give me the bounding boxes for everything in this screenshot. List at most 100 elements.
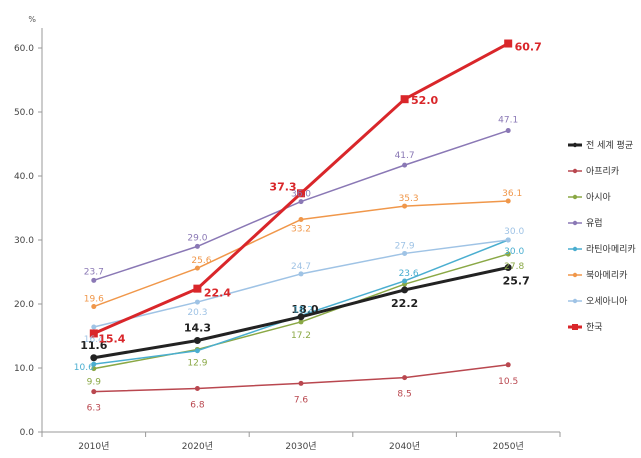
legend-label: 라틴아메리카 [586,244,636,255]
x-tick-label: 2020년 [182,441,213,452]
data-label: 52.0 [411,94,438,107]
y-unit-label: % [28,15,36,24]
data-point [401,286,409,294]
x-tick-label: 2010년 [78,441,109,452]
legend-marker [572,220,578,226]
x-tick-label: 2030년 [285,441,316,452]
series-line [93,200,509,308]
data-label: 14.3 [184,321,211,334]
data-label: 30.0 [504,227,524,237]
legend-label: 한국 [586,322,603,333]
legend-marker [572,142,578,148]
data-point [504,264,512,272]
data-label: 25.7 [503,275,530,288]
data-point [504,39,513,48]
data-point [193,336,201,344]
data-point [91,304,97,310]
data-point [297,313,305,321]
data-label: 47.1 [498,116,518,126]
legend-label: 오세아니아 [586,296,628,307]
data-label: 19.6 [84,295,104,305]
data-label: 36.1 [502,189,522,199]
data-point [91,366,97,372]
data-point [400,95,409,104]
y-tick-label: 20.0 [14,300,34,310]
data-label: 6.3 [87,404,101,414]
legend-marker [572,246,578,252]
data-label: 24.7 [291,262,311,272]
data-point [402,375,408,381]
axis-layer: % 0.0 10.0 20.0 30.0 40.0 50.0 60.0 2010년 2020년 20… [14,15,561,452]
data-label: 11.6 [80,339,107,352]
data-label: 12.9 [187,358,207,368]
data-point [505,362,511,368]
data-point [298,319,304,325]
data-label: 29.0 [187,233,207,243]
data-point [91,389,97,395]
data-label: 27.8 [504,262,524,272]
data-label: 35.3 [399,194,419,204]
data-label: 23.7 [84,267,104,277]
data-label: 37.3 [269,180,296,193]
data-point [402,278,408,284]
data-label: 41.7 [395,151,415,161]
series-layer [89,39,513,395]
data-label: 36.0 [291,190,311,200]
data-point [91,361,97,367]
legend-marker [572,298,578,304]
y-tick-label: 30.0 [14,236,34,246]
data-label: 18.0 [291,303,318,316]
data-label: 25.6 [191,256,211,266]
y-tick-label: 60.0 [14,44,34,54]
y-tick-label: 0.0 [20,428,35,438]
data-point [505,251,511,257]
legend-label: 아시아 [586,192,612,203]
legend-label: 유럽 [586,218,603,229]
data-point [194,299,200,305]
data-point [91,324,97,330]
data-point [194,243,200,249]
data-label: 18.2 [293,306,313,316]
data-point [194,265,200,271]
legend-marker [572,272,578,278]
data-point [298,217,304,223]
data-label: 22.2 [391,297,418,310]
data-label: 30.0 [504,247,524,257]
legend-label: 북아메리카 [586,270,627,281]
data-label: 20.3 [187,308,207,318]
data-point [91,277,97,283]
data-point [505,198,511,204]
data-label: 33.2 [291,225,311,235]
data-point [402,162,408,168]
data-label: 22.4 [204,287,231,300]
data-point [402,203,408,209]
data-label-layer: 11.6 14.3 18.0 22.2 25.7 6.3 6.8 7.6 8.5 10.5 9.9 1… [74,41,542,414]
legend-marker [572,324,578,330]
data-point [194,348,200,354]
data-label: 7.6 [294,395,309,405]
data-label: 23.6 [399,269,419,279]
data-point [505,237,511,243]
data-label: 27.9 [395,241,415,251]
y-tick-label: 10.0 [14,364,34,374]
series-line [93,42,509,335]
x-tick-label: 2050년 [493,441,524,452]
data-label: 16.4 [84,335,104,345]
y-tick-label: 40.0 [14,172,34,182]
data-point [193,284,202,293]
data-label: 10.6 [74,363,94,373]
x-tick-label: 2040년 [389,441,420,452]
data-point [402,250,408,256]
data-label: 15.4 [98,332,125,345]
data-label: 10.5 [498,377,518,387]
legend-marker [572,168,578,174]
data-point [90,354,98,362]
data-label: 17.2 [291,331,311,341]
data-point [89,329,98,338]
legend-label: 아프리카 [586,166,619,177]
data-point [194,385,200,391]
data-point [297,189,305,198]
